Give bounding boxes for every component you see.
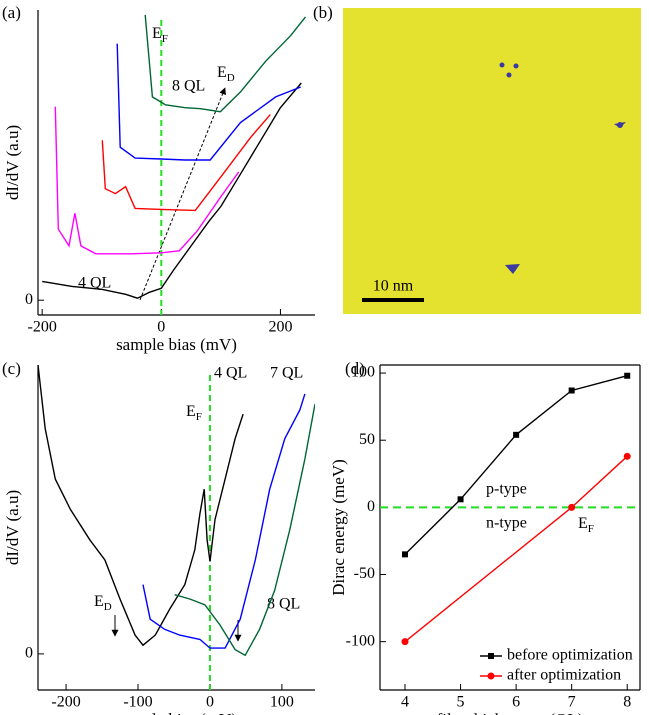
y-axis-label: dI/dV (a.u) bbox=[3, 490, 22, 565]
panel-label: (c) bbox=[2, 359, 21, 378]
marker bbox=[458, 496, 464, 502]
annotation: n-type bbox=[486, 515, 527, 532]
y-tick-label: 0 bbox=[25, 645, 33, 662]
marker bbox=[513, 432, 519, 438]
x-tick-label: 100 bbox=[270, 694, 294, 711]
x-axis-label: sample bias (mV) bbox=[116, 710, 237, 715]
x-tick-label: 8 bbox=[623, 694, 631, 711]
series-line bbox=[117, 44, 301, 160]
legend-marker bbox=[488, 673, 495, 680]
x-tick-label: -200 bbox=[28, 319, 57, 336]
marker bbox=[402, 638, 409, 645]
y-tick-label: -100 bbox=[346, 632, 375, 649]
marker bbox=[402, 551, 408, 557]
panel-label: (a) bbox=[2, 3, 21, 22]
panel-label: (b) bbox=[313, 3, 333, 22]
annotation: 8 QL bbox=[172, 78, 205, 95]
x-tick-label: 0 bbox=[206, 694, 214, 711]
series-line bbox=[175, 404, 315, 655]
annotation: 4 QL bbox=[214, 365, 247, 382]
plot-area bbox=[380, 373, 640, 645]
annotation: ED bbox=[94, 593, 112, 613]
y-tick-label: 0 bbox=[25, 291, 33, 308]
x-tick-label: 0 bbox=[157, 319, 165, 336]
x-tick-label: 200 bbox=[268, 319, 292, 336]
x-tick-label: -100 bbox=[123, 694, 152, 711]
x-tick-label: -200 bbox=[51, 694, 80, 711]
x-axis-label: film thickness n (QL) bbox=[437, 710, 584, 715]
x-tick-label: 7 bbox=[568, 694, 576, 711]
y-tick-label: 0 bbox=[367, 498, 375, 515]
stm-image: (b) 10 nm bbox=[313, 3, 641, 314]
series-line bbox=[55, 107, 239, 254]
legend-marker bbox=[488, 653, 494, 659]
x-tick-label: 5 bbox=[457, 694, 465, 711]
x-tick-label: 6 bbox=[512, 694, 520, 711]
y-axis-label: Dirac energy (meV) bbox=[329, 459, 348, 596]
dirac-arrow bbox=[140, 88, 225, 300]
x-axis-label: sample bias (mV) bbox=[116, 335, 237, 354]
marker bbox=[569, 388, 575, 394]
series-line bbox=[102, 115, 270, 211]
y-axis-label: dI/dV (a.u) bbox=[3, 125, 22, 200]
x-tick-label: 4 bbox=[401, 694, 409, 711]
y-tick-label: 100 bbox=[351, 364, 375, 381]
annotation: p-type bbox=[486, 481, 527, 498]
annotation: ED bbox=[217, 64, 235, 84]
series-line bbox=[38, 365, 243, 645]
annotation: EF bbox=[152, 25, 168, 45]
annotation: EF bbox=[186, 403, 202, 423]
y-tick-label: 50 bbox=[359, 431, 375, 448]
marker bbox=[624, 453, 631, 460]
annotation: EF bbox=[578, 515, 594, 535]
annotation: 7 QL bbox=[270, 365, 303, 382]
legend-label: before optimization bbox=[507, 647, 633, 664]
series-line bbox=[42, 83, 301, 298]
scale-bar-label: 10 nm bbox=[373, 278, 414, 295]
image-background bbox=[343, 8, 641, 314]
marker bbox=[624, 373, 630, 379]
figure: (a) (c) (d) (b) 10 nm EF ED 8 QL 4 QL EF… bbox=[0, 0, 649, 715]
y-tick-label: -50 bbox=[354, 565, 375, 582]
marker bbox=[568, 504, 575, 511]
plot-area bbox=[38, 365, 315, 690]
plot-area bbox=[42, 15, 305, 315]
legend-label: after optimization bbox=[507, 667, 621, 684]
